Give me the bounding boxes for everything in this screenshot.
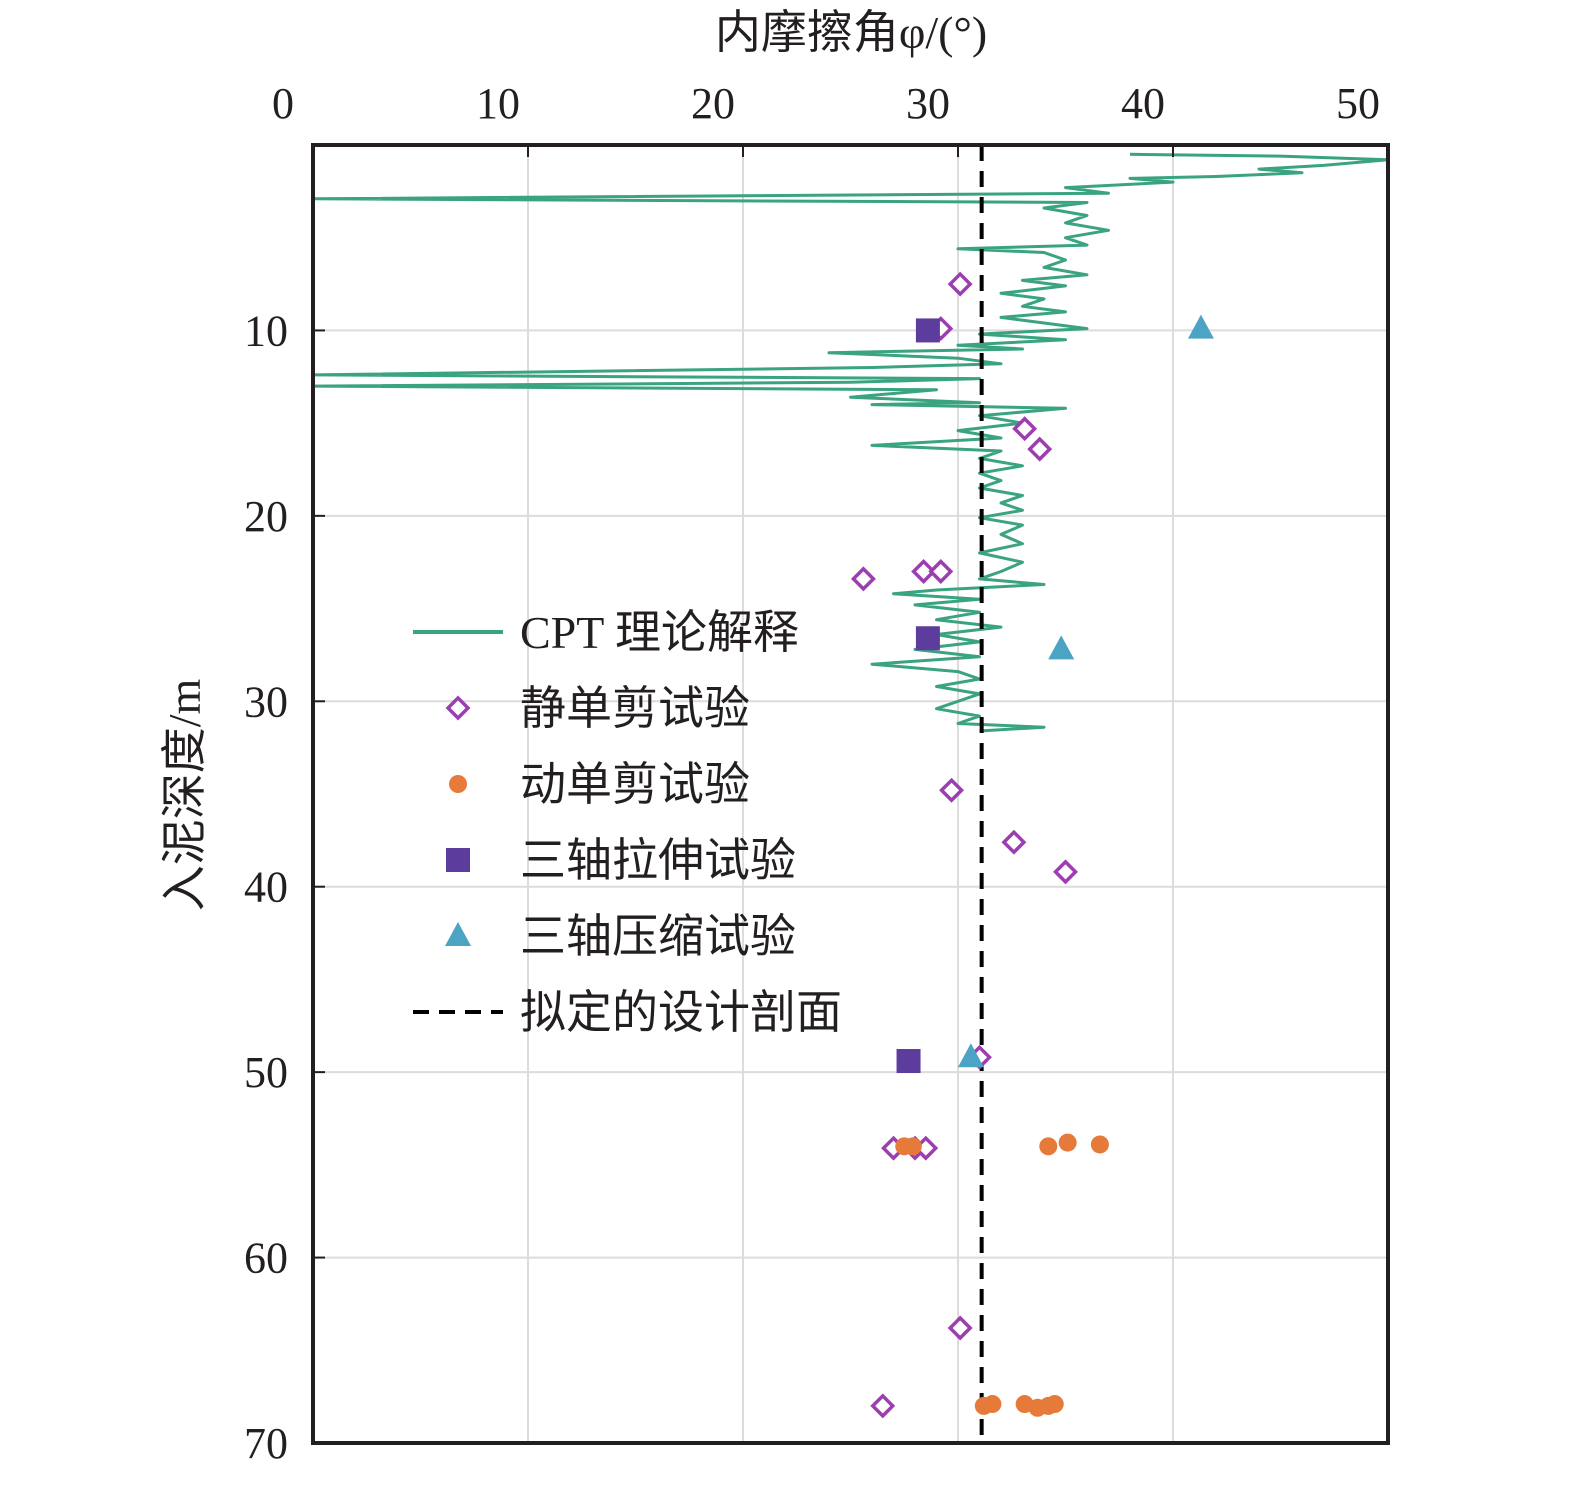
open-diamond-point	[911, 559, 937, 584]
open-diamond-point	[939, 777, 965, 803]
legend-marker	[446, 848, 470, 872]
x-tick-label: 30	[906, 79, 950, 128]
x-tick-label: 40	[1121, 79, 1165, 128]
filled-circle-point	[1058, 1133, 1077, 1152]
y-tick-label: 60	[244, 1234, 288, 1283]
filled-triangle-point	[1048, 635, 1075, 660]
y-tick-label: 70	[244, 1419, 288, 1468]
legend-label: 三轴压缩试验	[520, 911, 796, 962]
legend-marker	[449, 775, 467, 793]
filled-circle-point	[983, 1395, 1002, 1414]
open-diamond-point	[850, 566, 876, 592]
plot-frame	[311, 143, 1390, 1445]
y-tick-label: 10	[244, 306, 288, 355]
cpt-series-line	[311, 152, 1390, 733]
legend-label: 拟定的设计剖面	[520, 987, 842, 1038]
open-diamond-point	[1012, 416, 1038, 442]
filled-square-point	[896, 1049, 921, 1074]
open-diamond-point	[947, 1315, 973, 1341]
marker-layer	[850, 271, 1214, 1419]
open-diamond-point	[1001, 829, 1027, 855]
legend-label: CPT 理论解释	[520, 607, 799, 658]
filled-triangle-point	[1187, 314, 1214, 339]
y-tick-label: 20	[244, 492, 288, 541]
filled-square-point	[915, 318, 940, 343]
open-diamond-point	[1053, 859, 1078, 885]
open-diamond-point	[1027, 436, 1053, 462]
open-diamond-point	[870, 1393, 896, 1419]
legend-label: 三轴拉伸试验	[520, 835, 796, 886]
grid	[313, 145, 1388, 1443]
y-tick-label: 40	[244, 863, 288, 912]
x-tick-label: 50	[1336, 79, 1380, 128]
x-axis-title: 内摩擦角φ/(°)	[715, 7, 987, 58]
legend-label: 动单剪试验	[520, 759, 750, 810]
filled-circle-point	[903, 1137, 922, 1156]
x-tick-labels: 0 10 20 30 40 50	[272, 79, 1389, 157]
open-diamond-point	[928, 559, 954, 584]
filled-circle-point	[1039, 1137, 1058, 1156]
x-tick-label: 0	[272, 79, 294, 128]
cpt-layer	[311, 152, 1390, 733]
legend-marker	[445, 922, 471, 946]
y-tick-labels: 10 20 30 40 50 60 70	[244, 306, 325, 1468]
x-tick-label: 20	[691, 79, 735, 128]
filled-circle-point	[1090, 1135, 1109, 1154]
open-diamond-point	[947, 271, 973, 297]
filled-square-point	[915, 626, 940, 651]
legend-label: 静单剪试验	[520, 683, 750, 734]
y-tick-label: 30	[244, 677, 288, 726]
filled-circle-point	[1045, 1395, 1064, 1414]
y-axis-title: 入泥深度/m	[159, 679, 210, 912]
filled-triangle-point	[957, 1043, 984, 1068]
x-tick-label: 10	[476, 79, 520, 128]
y-tick-label: 50	[244, 1048, 288, 1097]
legend-marker	[445, 695, 471, 721]
